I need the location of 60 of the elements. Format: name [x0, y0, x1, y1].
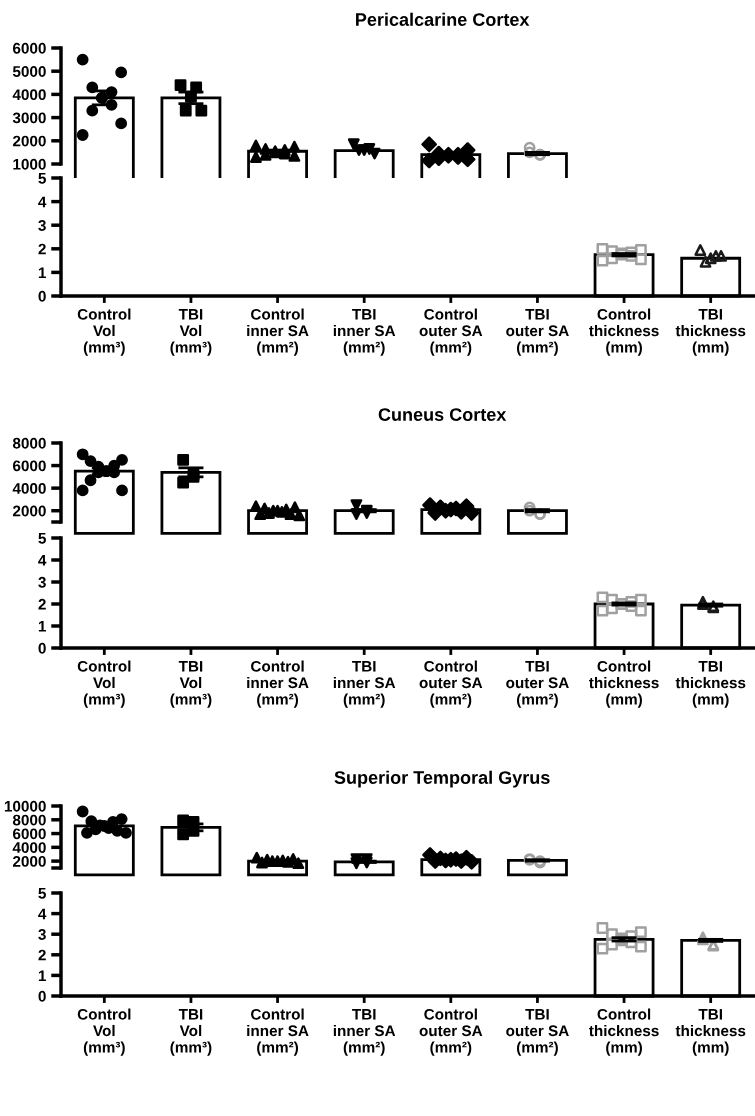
y-tick-label: 2000 [12, 135, 46, 147]
y-tick-label: 1 [38, 621, 46, 632]
y-tick-label: 0 [38, 290, 46, 302]
y-tick-label: 3 [38, 929, 46, 940]
y-tick-label: 1 [38, 267, 46, 278]
x-tick-label: Control outer SA (mm²) [419, 660, 483, 708]
x-tick-label: Control thickness (mm) [589, 660, 659, 708]
y-tick-label: 6000 [12, 828, 46, 840]
x-tick-label: TBI outer SA (mm²) [506, 1009, 569, 1056]
y-tick-label: 3000 [12, 112, 46, 124]
x-tick-label: TBI inner SA (mm²) [333, 309, 396, 356]
x-tick-label: Control thickness (mm) [589, 1008, 659, 1056]
y-tick-label: 10000 [4, 800, 46, 812]
y-tick-label: 2 [38, 949, 46, 961]
x-tick-label: TBI thickness (mm) [675, 309, 746, 356]
x-tick-label: TBI outer SA (mm²) [506, 661, 569, 708]
y-tick-label: 5 [38, 533, 46, 544]
x-tick-label: Control thickness (mm) [589, 308, 659, 356]
x-tick-label: TBI inner SA (mm²) [333, 661, 396, 708]
chart-title: Cuneus Cortex [378, 408, 507, 421]
x-tick-label: Control Vol (mm³) [77, 308, 131, 356]
y-tick-label: 2000 [12, 505, 46, 517]
y-tick-label: 2 [38, 243, 46, 255]
y-tick-label: 5 [38, 888, 46, 899]
x-tick-label: TBI inner SA (mm²) [333, 1009, 396, 1056]
x-tick-label: Control outer SA (mm²) [419, 308, 483, 356]
y-tick-label: 4 [38, 196, 47, 208]
y-tick-label: 1 [38, 970, 46, 981]
x-tick-label: Control inner SA (mm²) [247, 308, 309, 356]
y-tick-label: 4 [38, 555, 47, 566]
y-tick-label: 1000 [13, 158, 46, 170]
y-tick-label: 6000 [12, 460, 46, 472]
x-tick-label: TBI outer SA (mm²) [506, 309, 569, 356]
y-tick-label: 6000 [12, 42, 46, 54]
x-tick-label: TBI Vol (mm³) [170, 309, 212, 356]
y-tick-label: 2 [38, 598, 46, 610]
y-tick-label: 3 [38, 220, 46, 231]
y-tick-label: 5000 [12, 66, 46, 77]
y-tick-label: 4000 [12, 483, 46, 494]
x-tick-label: TBI thickness (mm) [675, 661, 746, 708]
y-tick-label: 4000 [12, 89, 46, 101]
x-tick-label: Control Vol (mm³) [77, 1008, 131, 1056]
y-tick-label: 2000 [12, 855, 46, 867]
x-tick-label: Control inner SA (mm²) [247, 1008, 309, 1056]
x-tick-label: TBI Vol (mm³) [170, 1009, 212, 1056]
chart-title: Pericalcarine Cortex [356, 12, 530, 26]
y-tick-label: 5 [38, 173, 46, 184]
x-tick-label: Control inner SA (mm²) [247, 660, 309, 708]
y-tick-label: 8000 [12, 437, 46, 449]
y-tick-label: 4 [38, 908, 47, 920]
y-tick-label: 0 [38, 642, 46, 654]
x-tick-label: Control outer SA (mm²) [419, 1008, 483, 1056]
chart-title: Superior Temporal Gyrus [334, 770, 550, 788]
x-tick-label: TBI Vol (mm³) [170, 661, 212, 708]
y-tick-label: 4000 [12, 842, 46, 854]
y-tick-label: 0 [38, 990, 46, 1002]
x-tick-label: Control Vol (mm³) [77, 660, 131, 708]
y-tick-label: 3 [38, 576, 46, 588]
x-tick-label: TBI thickness (mm) [675, 1009, 746, 1056]
y-tick-label: 8000 [12, 814, 46, 826]
